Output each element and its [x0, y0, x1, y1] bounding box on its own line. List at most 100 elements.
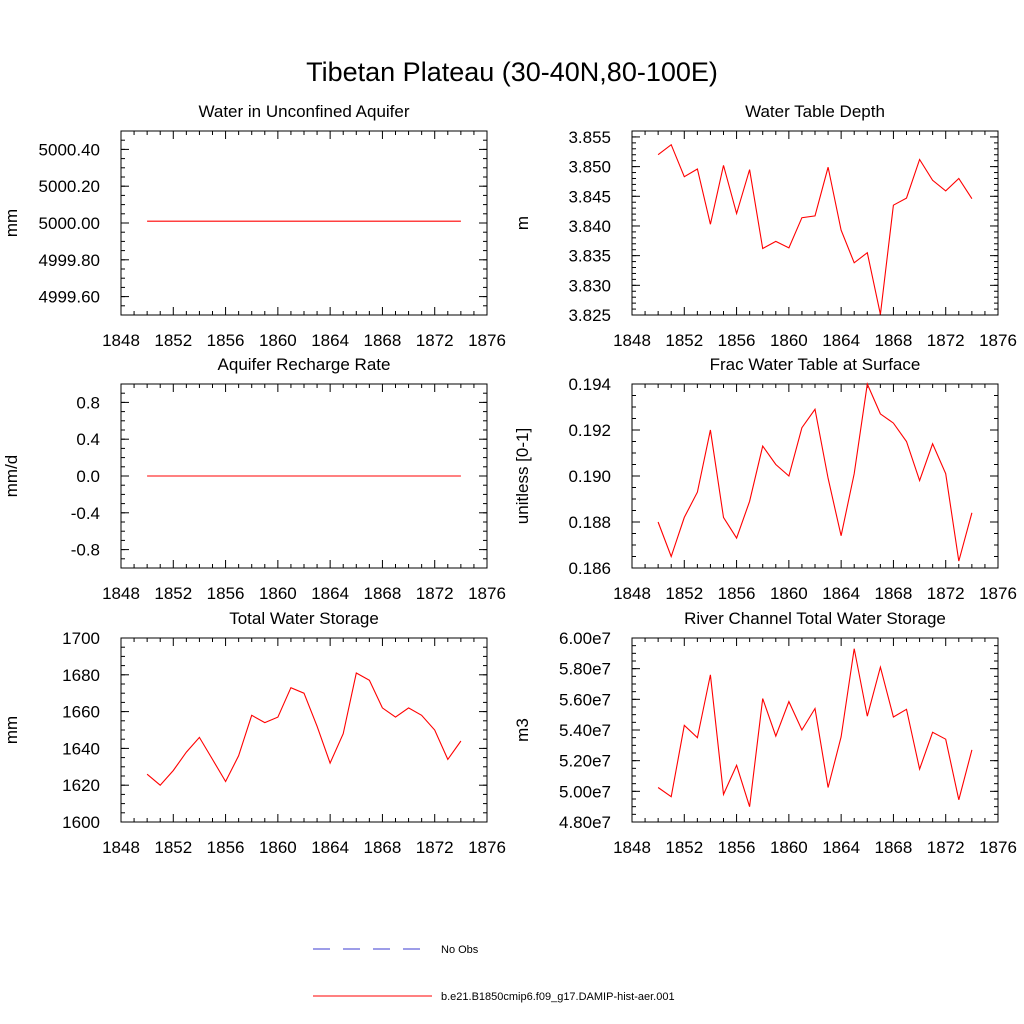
y-tick-label: -0.8: [71, 541, 100, 560]
y-tick-label: 0.190: [568, 467, 611, 486]
y-axis-label: m: [513, 216, 532, 230]
x-tick-label: 1848: [613, 584, 651, 603]
panel-title: River Channel Total Water Storage: [684, 609, 946, 628]
y-tick-label: 6.00e7: [559, 629, 611, 648]
legend: No Obs b.e21.B1850cmip6.f09_g17.DAMIP-hi…: [313, 944, 675, 1003]
x-tick-label: 1868: [364, 584, 402, 603]
y-tick-label: 5.20e7: [559, 752, 611, 771]
y-tick-label: 0.192: [568, 421, 611, 440]
panel-title: Water Table Depth: [745, 102, 885, 121]
x-tick-label: 1876: [468, 584, 506, 603]
x-tick-label: 1864: [822, 331, 860, 350]
x-tick-label: 1872: [416, 838, 454, 857]
x-tick-label: 1868: [875, 584, 913, 603]
x-tick-label: 1876: [979, 838, 1017, 857]
y-tick-label: 3.835: [568, 247, 611, 266]
panels: Water in Unconfined Aquifer mm 1848 1852 185…: [2, 102, 1017, 857]
y-tick-label: 5000.40: [39, 140, 100, 159]
x-tick-label: 1856: [718, 331, 756, 350]
y-tick-label: 5.60e7: [559, 690, 611, 709]
y-tick-label: 3.830: [568, 276, 611, 295]
x-tick-label: 1872: [416, 584, 454, 603]
panel-title: Total Water Storage: [229, 609, 379, 628]
y-tick-label: 5000.20: [39, 177, 100, 196]
x-tick-label: 1876: [979, 331, 1017, 350]
x-tick-label: 1848: [613, 838, 651, 857]
x-tick-label: 1868: [875, 838, 913, 857]
panel-2: Water Table Depth m 1848 1852 1856 1860 1864 18…: [513, 102, 1017, 350]
y-tick-label: 1600: [62, 813, 100, 832]
y-tick-label: 3.845: [568, 187, 611, 206]
y-axis-label: mm: [2, 716, 21, 744]
y-tick-label: 1660: [62, 703, 100, 722]
legend-label-model: b.e21.B1850cmip6.f09_g17.DAMIP-hist-aer.…: [441, 991, 675, 1003]
plot-frame: [631, 637, 999, 823]
series-line: [657, 648, 973, 807]
y-tick-label: 1640: [62, 739, 100, 758]
panel-4: Frac Water Table at Surface unitless [0-1…: [513, 355, 1017, 603]
series-line: [657, 382, 973, 562]
y-axis-label: unitless [0-1]: [513, 428, 532, 524]
x-tick-label: 1868: [875, 331, 913, 350]
x-tick-label: 1848: [102, 838, 140, 857]
x-tick-label: 1848: [102, 584, 140, 603]
x-tick-label: 1872: [927, 838, 965, 857]
x-tick-label: 1872: [927, 584, 965, 603]
x-tick-label: 1864: [311, 584, 349, 603]
panel-title: Frac Water Table at Surface: [710, 355, 921, 374]
x-tick-label: 1876: [979, 584, 1017, 603]
x-tick-label: 1876: [468, 331, 506, 350]
x-tick-label: 1848: [613, 331, 651, 350]
plot-frame: [120, 130, 488, 316]
x-tick-label: 1868: [364, 331, 402, 350]
y-axis-label: mm: [2, 209, 21, 237]
x-tick-label: 1852: [665, 838, 703, 857]
y-tick-label: 4999.80: [39, 251, 100, 270]
x-tick-label: 1876: [468, 838, 506, 857]
y-tick-label: 3.840: [568, 217, 611, 236]
series-line: [146, 672, 462, 786]
y-tick-label: 5.80e7: [559, 660, 611, 679]
x-tick-label: 1860: [770, 584, 808, 603]
panel-title: Water in Unconfined Aquifer: [198, 102, 409, 121]
series-line: [657, 143, 973, 315]
y-tick-label: 3.855: [568, 128, 611, 147]
x-tick-label: 1852: [154, 331, 192, 350]
y-tick-label: 0.4: [76, 430, 100, 449]
x-tick-label: 1872: [927, 331, 965, 350]
plot-frame: [631, 130, 999, 316]
x-tick-label: 1864: [822, 584, 860, 603]
y-tick-label: 1700: [62, 629, 100, 648]
plot-frame: [120, 637, 488, 823]
y-tick-label: 4999.60: [39, 288, 100, 307]
x-tick-label: 1860: [259, 584, 297, 603]
y-tick-label: 3.850: [568, 158, 611, 177]
y-tick-label: 1620: [62, 776, 100, 795]
y-tick-label: 3.825: [568, 306, 611, 325]
panel-title: Aquifer Recharge Rate: [218, 355, 391, 374]
y-axis-label: mm/d: [2, 455, 21, 498]
y-tick-label: 0.194: [568, 375, 611, 394]
panel-3: Aquifer Recharge Rate mm/d 1848 1852 1856 186…: [2, 355, 506, 603]
y-tick-label: 4.80e7: [559, 813, 611, 832]
y-tick-label: 5000.00: [39, 214, 100, 233]
x-tick-label: 1868: [364, 838, 402, 857]
x-tick-label: 1860: [770, 838, 808, 857]
x-tick-label: 1856: [207, 584, 245, 603]
x-tick-label: 1856: [207, 838, 245, 857]
x-tick-label: 1852: [154, 584, 192, 603]
x-tick-label: 1852: [665, 584, 703, 603]
panel-1: Water in Unconfined Aquifer mm 1848 1852 185…: [2, 102, 506, 350]
y-tick-label: 5.40e7: [559, 721, 611, 740]
figure-title: Tibetan Plateau (30-40N,80-100E): [306, 57, 718, 87]
panel-5: Total Water Storage mm 1848 1852 1856 1860 186…: [2, 609, 506, 857]
y-tick-label: 1680: [62, 666, 100, 685]
x-tick-label: 1864: [311, 331, 349, 350]
x-tick-label: 1848: [102, 331, 140, 350]
x-tick-label: 1860: [259, 331, 297, 350]
x-tick-label: 1860: [259, 838, 297, 857]
x-tick-label: 1864: [311, 838, 349, 857]
y-tick-label: 0.188: [568, 513, 611, 532]
x-tick-label: 1852: [154, 838, 192, 857]
